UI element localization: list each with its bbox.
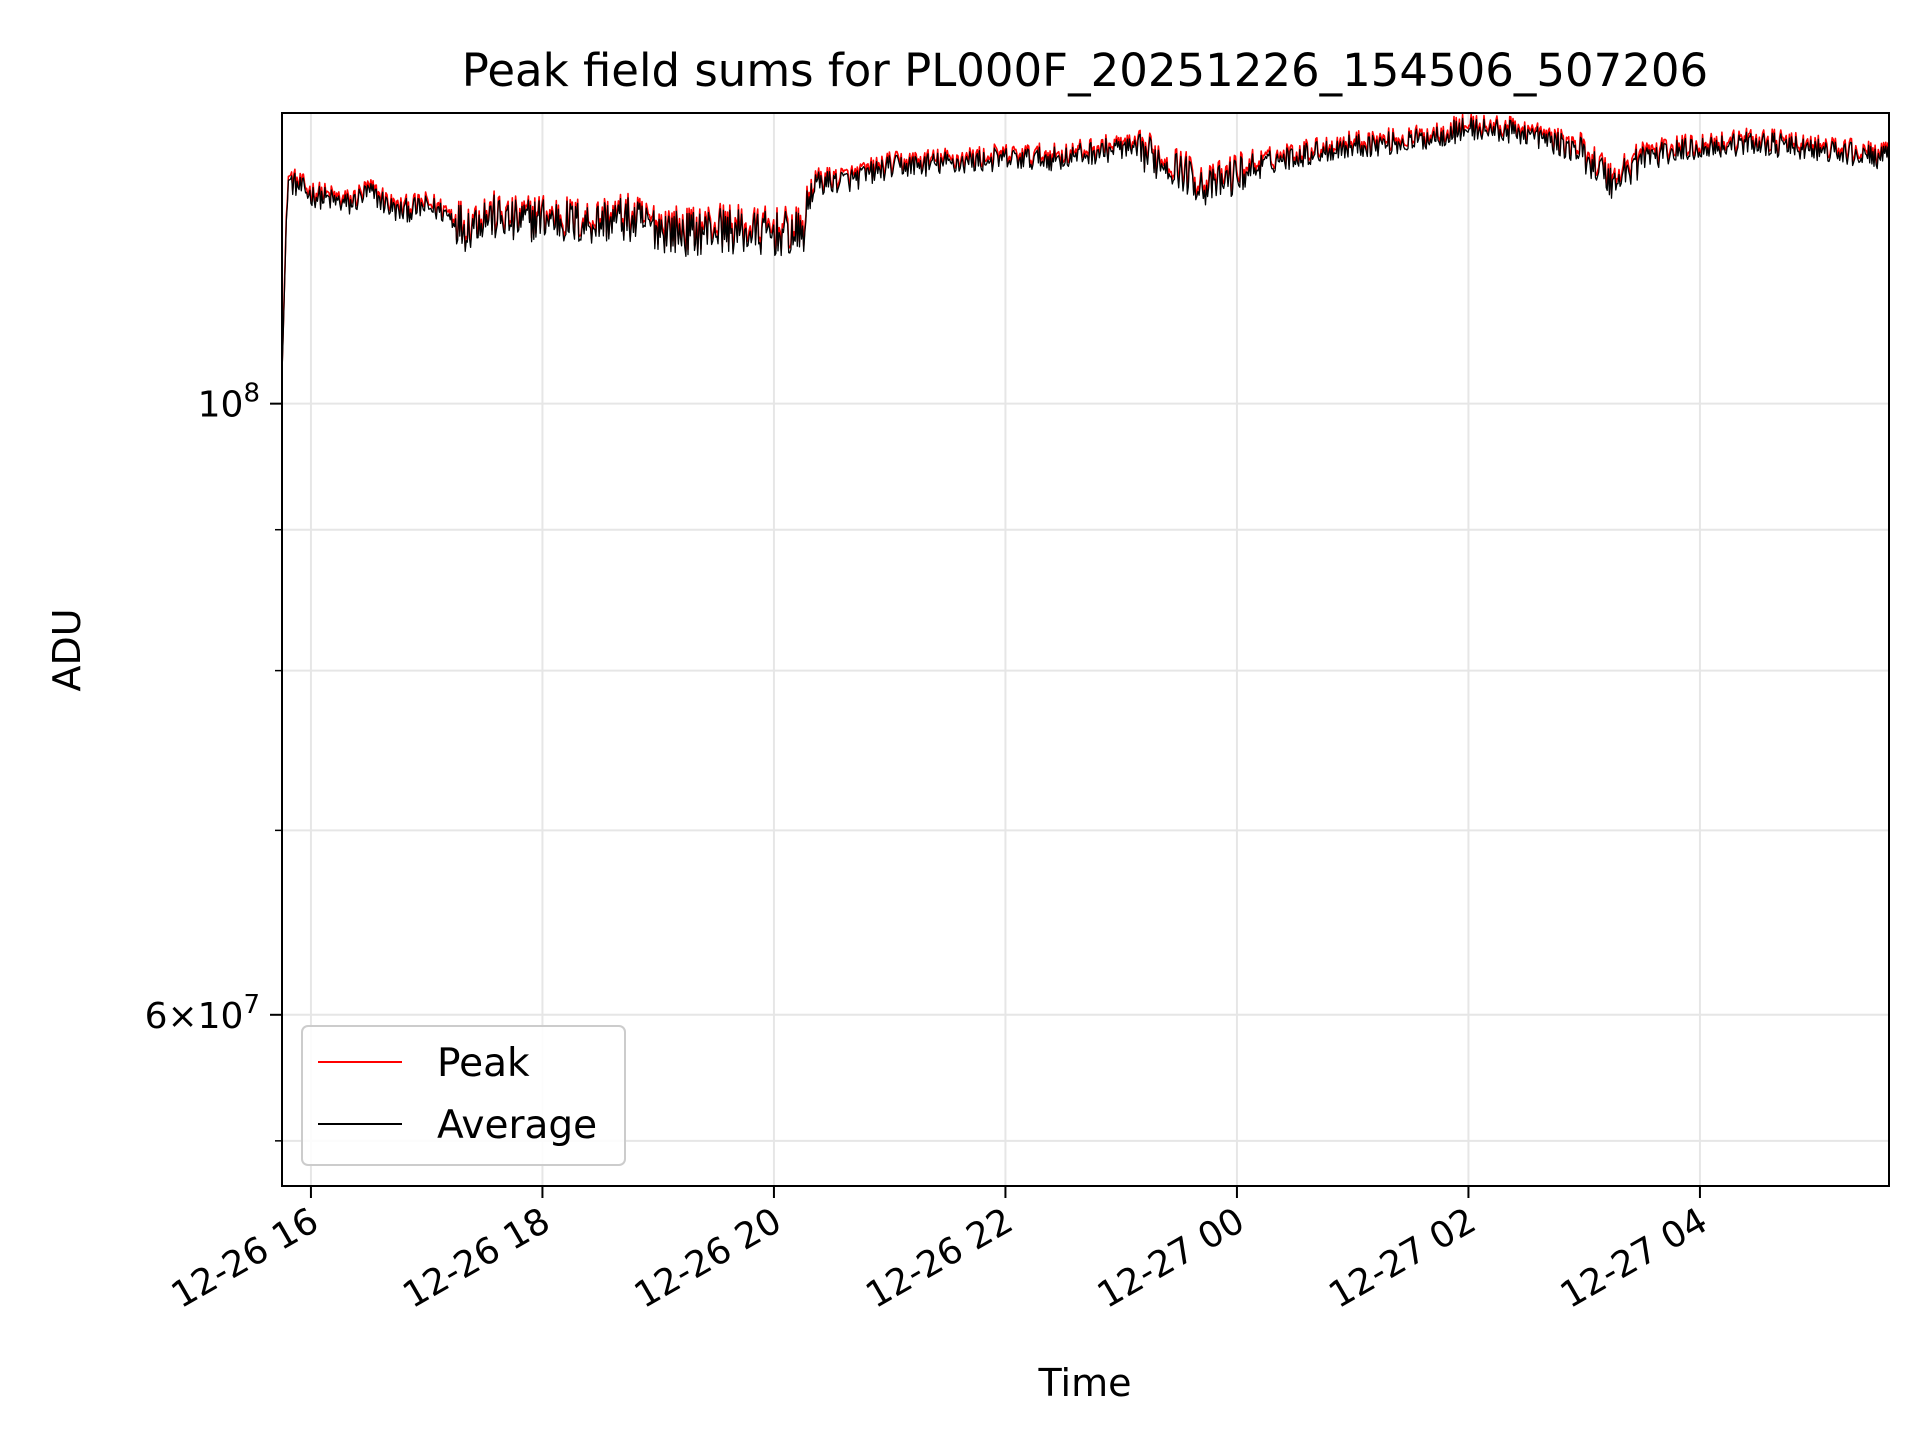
legend-label-average: Average xyxy=(437,1103,597,1148)
y-axis-label: ADU xyxy=(45,608,89,691)
x-axis-label: Time xyxy=(1038,1361,1132,1405)
grid xyxy=(282,113,1889,1186)
legend-box xyxy=(301,1025,626,1166)
legend-label-peak: Peak xyxy=(437,1041,530,1086)
plot-area xyxy=(281,112,1890,1187)
plot-frame xyxy=(281,112,1890,1187)
average-series-line xyxy=(281,117,1890,375)
y-tick-label: 6×107 xyxy=(145,990,260,1037)
y-axis: 108 6×107 xyxy=(145,379,282,1142)
plot-background xyxy=(282,113,1889,1186)
chart-title: Peak field sums for PL000F_20251226_1545… xyxy=(462,44,1708,97)
y-tick-label: 108 xyxy=(198,379,260,426)
legend: Peak Average xyxy=(301,1025,626,1166)
series-layer xyxy=(281,113,1890,375)
